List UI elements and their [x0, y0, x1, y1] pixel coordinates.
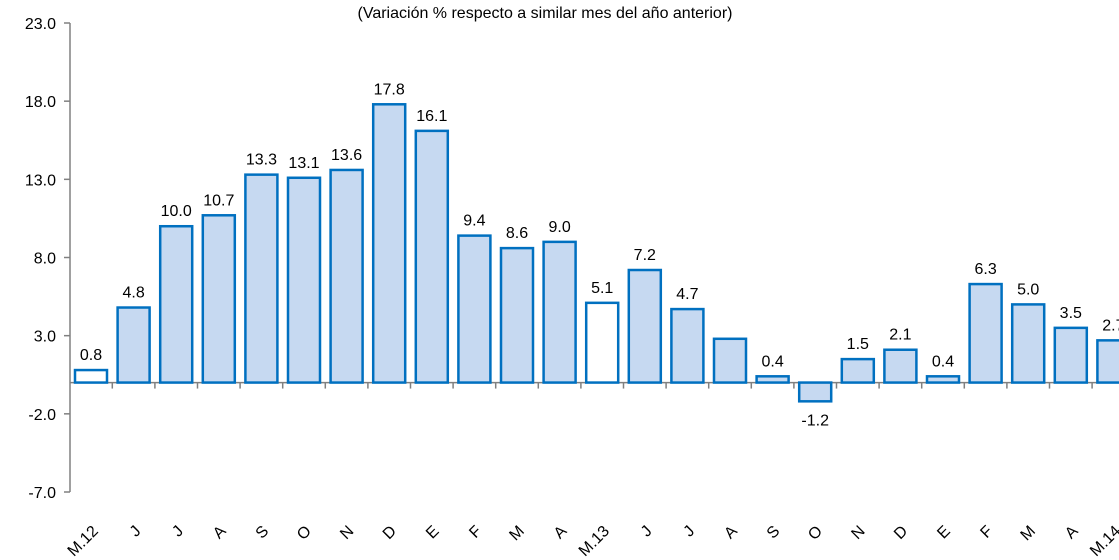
bar [457, 234, 492, 384]
x-tick-label: J [681, 523, 699, 541]
x-tick-label: A [721, 523, 741, 543]
x-tick-label: E [934, 523, 954, 543]
x-tick-label: O [805, 523, 826, 544]
x-tick-label: N [848, 523, 868, 543]
x-tick-label: M [506, 523, 527, 544]
bar [244, 173, 279, 384]
value-label: 0.4 [761, 353, 783, 370]
x-tick-label: M [1018, 523, 1039, 544]
value-label: -1.2 [801, 412, 829, 429]
x-tick-label: M.12 [65, 523, 102, 560]
value-label: 13.3 [246, 152, 277, 169]
bar [1053, 326, 1089, 384]
value-label: 4.8 [122, 285, 144, 302]
value-label: 6.3 [974, 261, 996, 278]
x-tick-label: J [169, 523, 187, 541]
value-label: 1.5 [847, 336, 869, 353]
y-tick-label: 23.0 [25, 16, 56, 33]
x-tick-label: D [380, 523, 400, 543]
y-tick-label: 8.0 [34, 251, 56, 268]
x-tick-label: J [638, 523, 656, 541]
x-tick-label: A [210, 523, 230, 543]
x-tick-label: M.13 [576, 523, 613, 560]
bar [371, 103, 407, 384]
value-label: 5.0 [1017, 281, 1039, 298]
x-tick-label: O [294, 523, 315, 544]
bar [329, 168, 364, 384]
value-label: 13.1 [288, 155, 319, 172]
x-tick-label: N [337, 523, 357, 543]
bar [797, 381, 833, 403]
x-tick-label: A [551, 523, 571, 543]
y-tick-label: -2.0 [28, 407, 56, 424]
bar [712, 337, 748, 384]
bar [201, 214, 237, 384]
bar [286, 176, 322, 384]
y-tick-label: 18.0 [25, 94, 56, 111]
value-label: 4.7 [676, 286, 698, 303]
value-label: 16.1 [416, 108, 447, 125]
y-tick-label: -7.0 [28, 485, 56, 502]
bar [840, 357, 876, 384]
bar [499, 246, 535, 384]
bar [542, 240, 577, 384]
value-label: 2.1 [889, 327, 911, 344]
x-tick-label: A [1062, 523, 1082, 543]
bar [925, 375, 961, 384]
value-label: 17.8 [374, 81, 405, 98]
value-label: 5.1 [591, 280, 613, 297]
bar [116, 306, 151, 384]
value-label: 3.5 [1060, 305, 1082, 322]
value-label: 9.4 [463, 213, 485, 230]
x-tick-label: F [977, 523, 996, 542]
bar [1096, 339, 1119, 384]
value-label: 7.2 [634, 247, 656, 264]
bar [584, 301, 620, 384]
value-label: 0.8 [80, 347, 102, 364]
bar [968, 282, 1003, 384]
bar [1010, 303, 1046, 384]
x-tick-label: D [891, 523, 911, 543]
x-tick-label: M.14 [1087, 523, 1119, 560]
value-label: 8.6 [506, 225, 528, 242]
x-tick-label: S [764, 523, 784, 543]
y-tick-label: 3.0 [34, 329, 56, 346]
bar [158, 224, 194, 384]
value-label: 9.0 [548, 219, 570, 236]
value-label: 10.0 [161, 203, 192, 220]
bar [73, 368, 109, 384]
x-tick-label: J [127, 523, 145, 541]
bar [414, 129, 450, 384]
x-tick-label: S [253, 523, 273, 543]
x-tick-label: E [423, 523, 443, 543]
bar [883, 348, 918, 384]
y-tick-label: 13.0 [25, 172, 56, 189]
value-label: 13.6 [331, 147, 362, 164]
bar [627, 268, 663, 384]
chart-subtitle: (Variación % respecto a similar mes del … [358, 5, 733, 22]
x-tick-label: F [466, 523, 485, 542]
value-label: 0.4 [932, 353, 954, 370]
bar [670, 307, 705, 384]
value-label: 2.7 [1102, 317, 1119, 334]
value-label: 10.7 [203, 192, 234, 209]
bar [755, 375, 790, 384]
